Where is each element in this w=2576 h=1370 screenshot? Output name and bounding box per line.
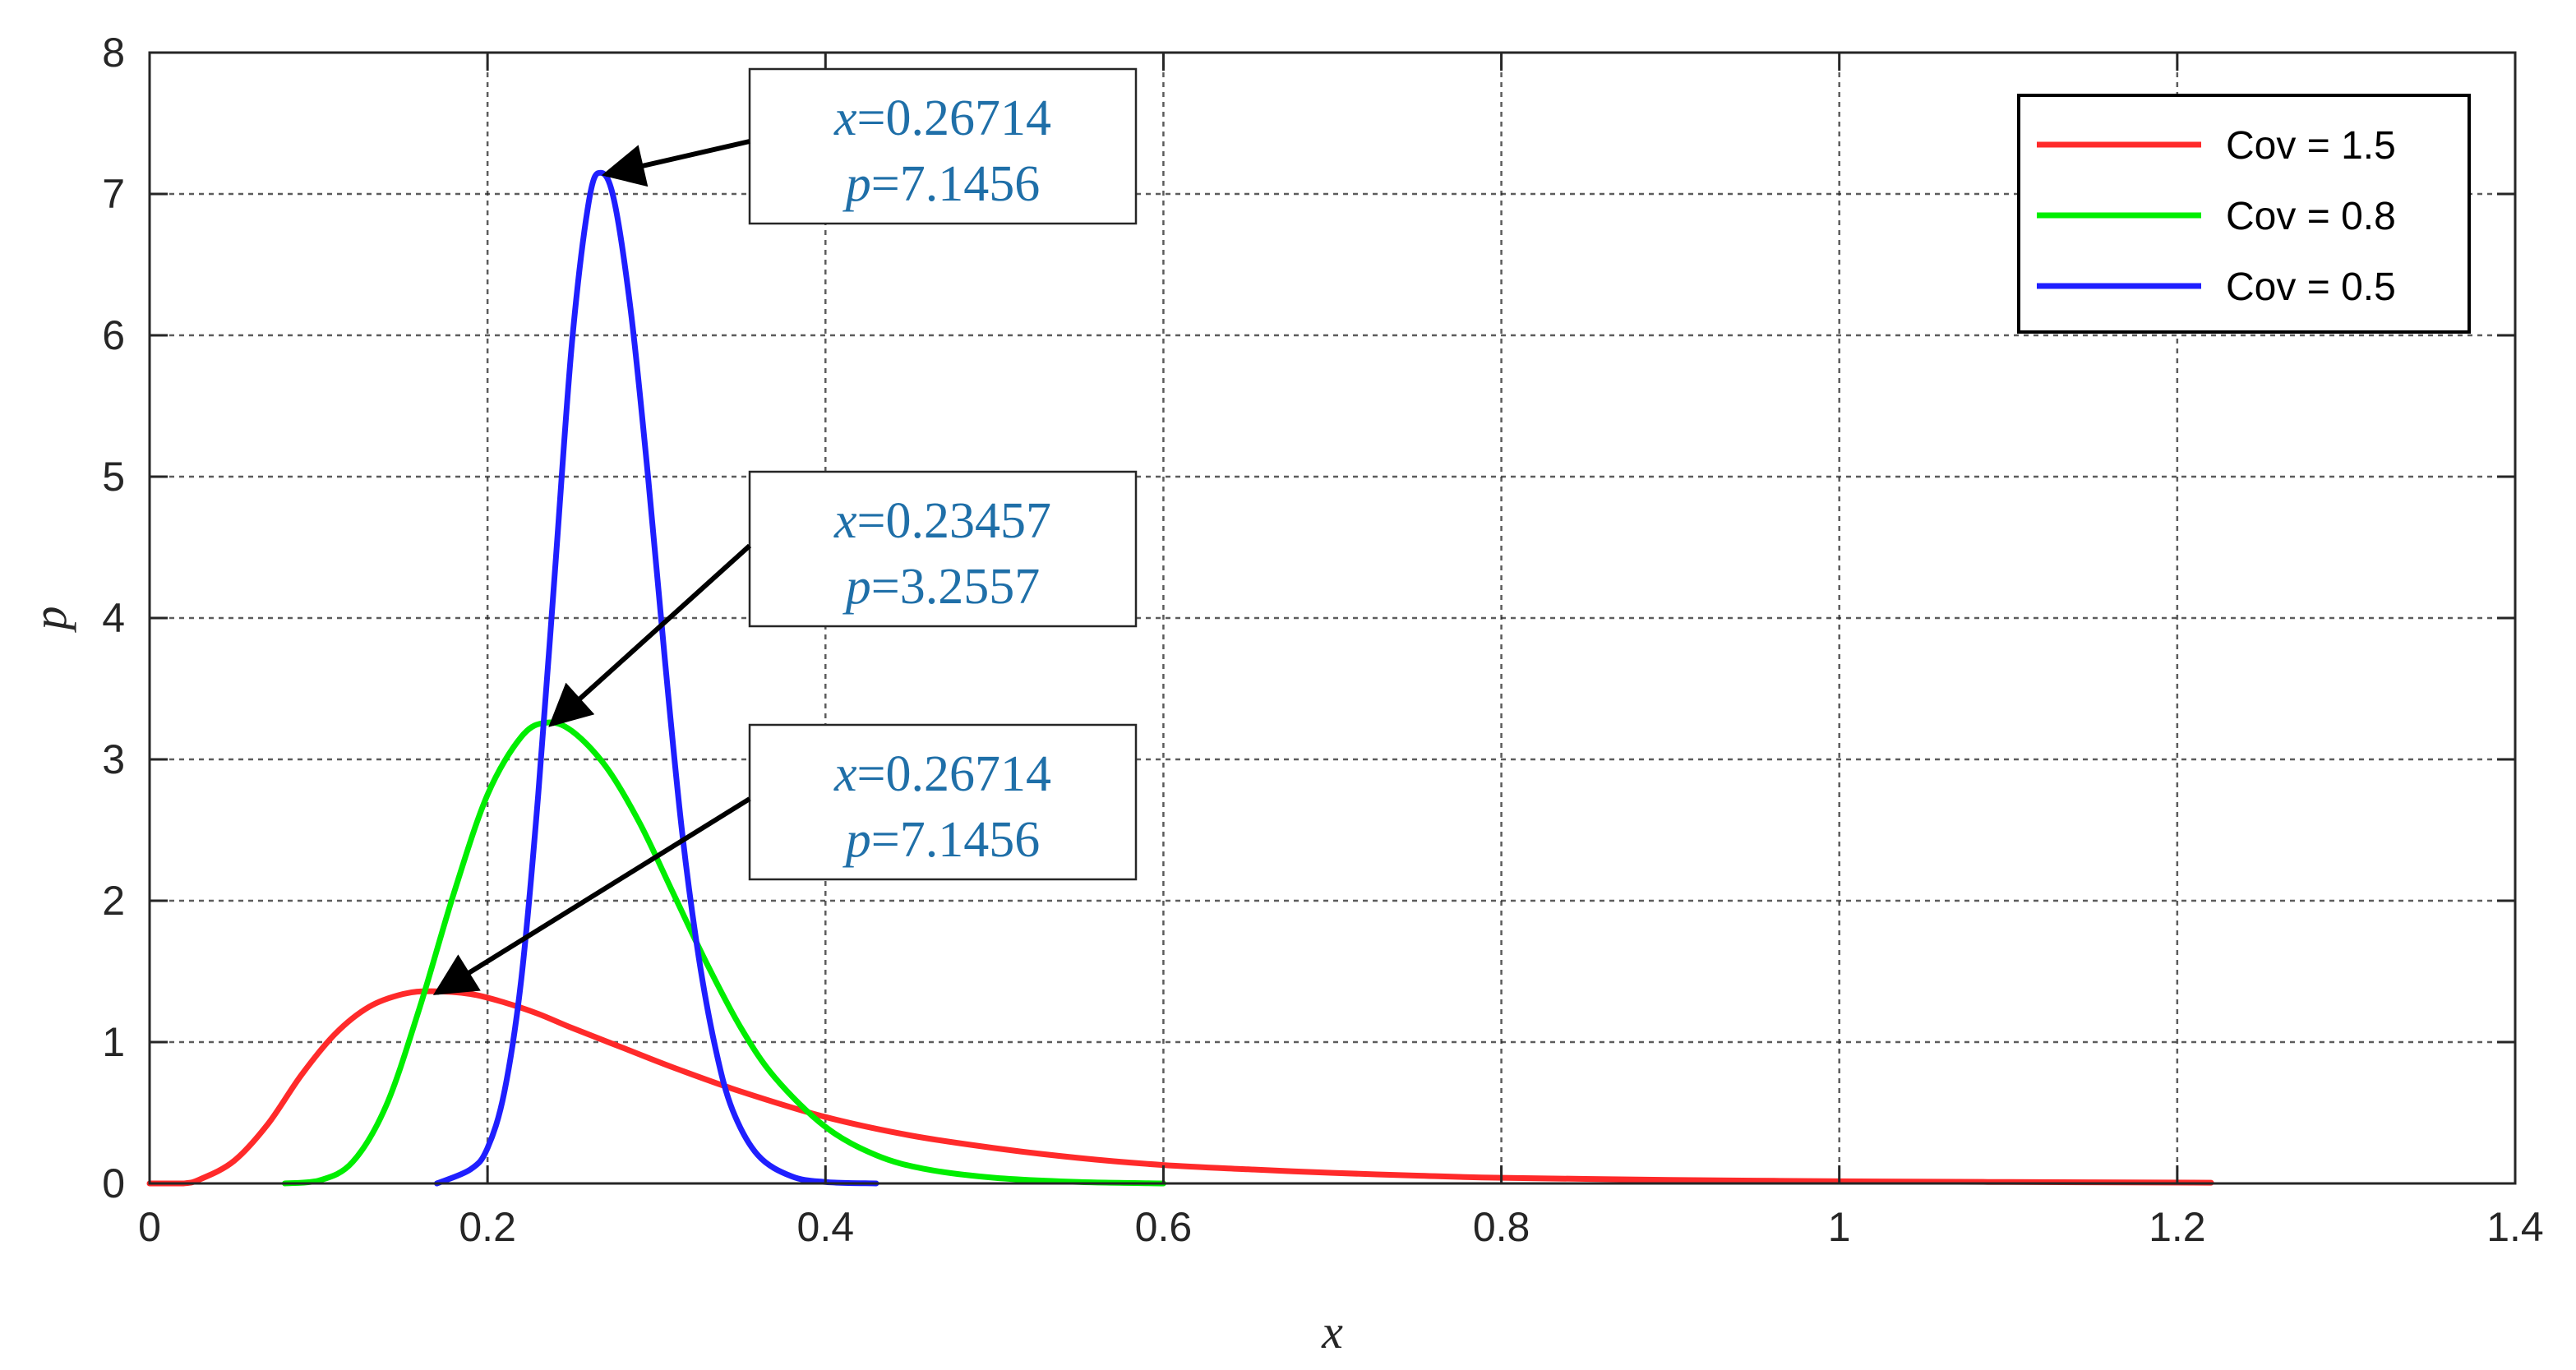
y-axis-label: p xyxy=(23,607,76,634)
annotation-0: x=0.26714 p=7.1456 xyxy=(601,67,1138,225)
annotation-x-text-2: x=0.26714 xyxy=(833,746,1051,802)
annotation-1: x=0.23457 p=3.2557 xyxy=(548,470,1138,727)
annotation-2: x=0.26714 p=7.1456 xyxy=(432,723,1138,995)
annotation-p-var-0: p xyxy=(843,156,871,212)
y-tick-label-6: 6 xyxy=(102,312,125,358)
x-tick-label-4: 0.8 xyxy=(1473,1204,1530,1250)
y-axis-ticks: 0 1 2 3 4 5 6 7 8 xyxy=(102,30,2515,1206)
annotation-x-var-2: x xyxy=(833,746,857,802)
series-line-1 xyxy=(282,719,1166,1187)
annotation-x-var-1: x xyxy=(833,493,857,549)
annotation-p-value-1: =3.2557 xyxy=(871,559,1040,615)
x-tick-label-6: 1.2 xyxy=(2149,1204,2206,1250)
annotation-x-value-0: =0.26714 xyxy=(857,90,1051,146)
annotation-p-text-0: p=7.1456 xyxy=(843,156,1040,212)
annotation-x-var-0: x xyxy=(833,90,857,146)
series-layer xyxy=(146,169,2214,1187)
annotation-x-value-2: =0.26714 xyxy=(857,746,1051,802)
annotation-arrow-0 xyxy=(601,139,750,187)
x-tick-label-5: 1 xyxy=(1828,1204,1851,1250)
y-tick-label-0: 0 xyxy=(102,1160,125,1206)
annotation-x-text-0: x=0.26714 xyxy=(833,90,1051,146)
annotation-box-0 xyxy=(748,67,1138,225)
series-line-2 xyxy=(434,169,879,1187)
annotation-p-var-1: p xyxy=(843,559,871,615)
annotation-p-text-2: p=7.1456 xyxy=(843,812,1040,868)
x-tick-label-0: 0 xyxy=(138,1204,161,1250)
x-axis-ticks: 0 0.2 0.4 0.6 0.8 1 1.2 1.4 xyxy=(138,53,2544,1250)
y-tick-label-5: 5 xyxy=(102,454,125,500)
annotation-p-value-0: =7.1456 xyxy=(871,156,1040,212)
y-tick-label-8: 8 xyxy=(102,30,125,76)
annotation-p-value-2: =7.1456 xyxy=(871,812,1040,868)
y-tick-label-4: 4 xyxy=(102,595,125,641)
legend-label-2: Cov = 0.5 xyxy=(2226,265,2396,309)
y-tick-label-1: 1 xyxy=(102,1019,125,1065)
annotation-arrow-1 xyxy=(548,543,752,727)
annotation-p-var-2: p xyxy=(843,812,871,868)
legend-label-0: Cov = 1.5 xyxy=(2226,124,2396,168)
series-line-0 xyxy=(146,988,2214,1187)
y-tick-label-7: 7 xyxy=(102,171,125,217)
legend-label-1: Cov = 0.8 xyxy=(2226,195,2396,238)
annotation-x-value-1: =0.23457 xyxy=(857,493,1051,549)
annotations: x=0.26714p=7.1456x=0.23457p=3.2557x=0.26… xyxy=(432,67,1138,995)
x-axis-label: x xyxy=(1321,1305,1343,1358)
annotation-x-text-1: x=0.23457 xyxy=(833,493,1051,549)
annotation-box-2 xyxy=(748,723,1138,881)
x-tick-label-3: 0.6 xyxy=(1135,1204,1193,1250)
legend: Cov = 1.5 Cov = 0.8 Cov = 0.5 xyxy=(2017,94,2471,334)
x-tick-label-1: 0.2 xyxy=(459,1204,516,1250)
x-tick-label-2: 0.4 xyxy=(797,1204,855,1250)
x-tick-label-7: 1.4 xyxy=(2486,1204,2544,1250)
annotation-box-1 xyxy=(748,470,1138,628)
annotation-p-text-1: p=3.2557 xyxy=(843,559,1040,615)
annotation-arrow-2 xyxy=(432,796,751,995)
y-tick-label-2: 2 xyxy=(102,878,125,924)
y-tick-label-3: 3 xyxy=(102,736,125,782)
